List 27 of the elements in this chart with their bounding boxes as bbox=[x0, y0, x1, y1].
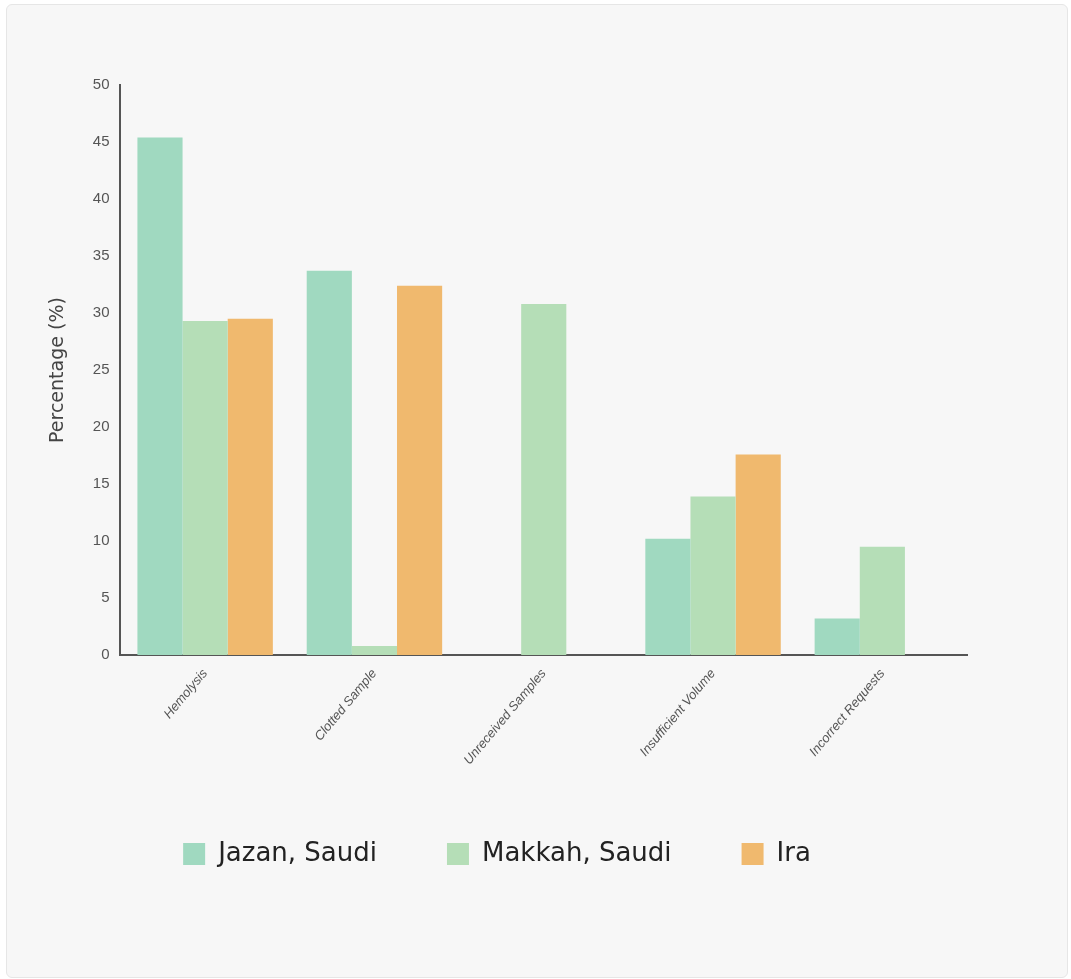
bar bbox=[182, 321, 228, 656]
bar bbox=[814, 618, 860, 656]
legend-label: Jazan, Saudi bbox=[216, 836, 377, 867]
y-tick-label: 45 bbox=[92, 132, 110, 150]
bar bbox=[645, 538, 691, 656]
bar bbox=[690, 496, 736, 656]
bar bbox=[137, 137, 183, 656]
y-tick-label: 30 bbox=[92, 303, 110, 321]
legend-label: Makkah, Saudi bbox=[481, 836, 672, 867]
y-tick-label: 40 bbox=[92, 189, 110, 207]
y-tick-label: 50 bbox=[92, 75, 110, 93]
y-tick-label: 5 bbox=[101, 588, 110, 606]
bar bbox=[306, 270, 352, 656]
y-tick-label: 20 bbox=[92, 417, 110, 435]
bar bbox=[521, 303, 567, 656]
y-axis-title: Percentage (%) bbox=[45, 297, 68, 443]
bar bbox=[227, 318, 273, 656]
bar bbox=[397, 285, 443, 656]
bar bbox=[735, 454, 781, 656]
y-tick-label: 35 bbox=[92, 246, 110, 264]
y-tick-label: 10 bbox=[92, 531, 110, 549]
legend-label: Ira bbox=[776, 836, 811, 867]
bar bbox=[351, 645, 398, 656]
y-tick-label: 25 bbox=[92, 360, 110, 378]
y-tick-label: 15 bbox=[92, 474, 110, 492]
bar bbox=[859, 546, 905, 656]
y-tick-label: 0 bbox=[101, 645, 110, 663]
